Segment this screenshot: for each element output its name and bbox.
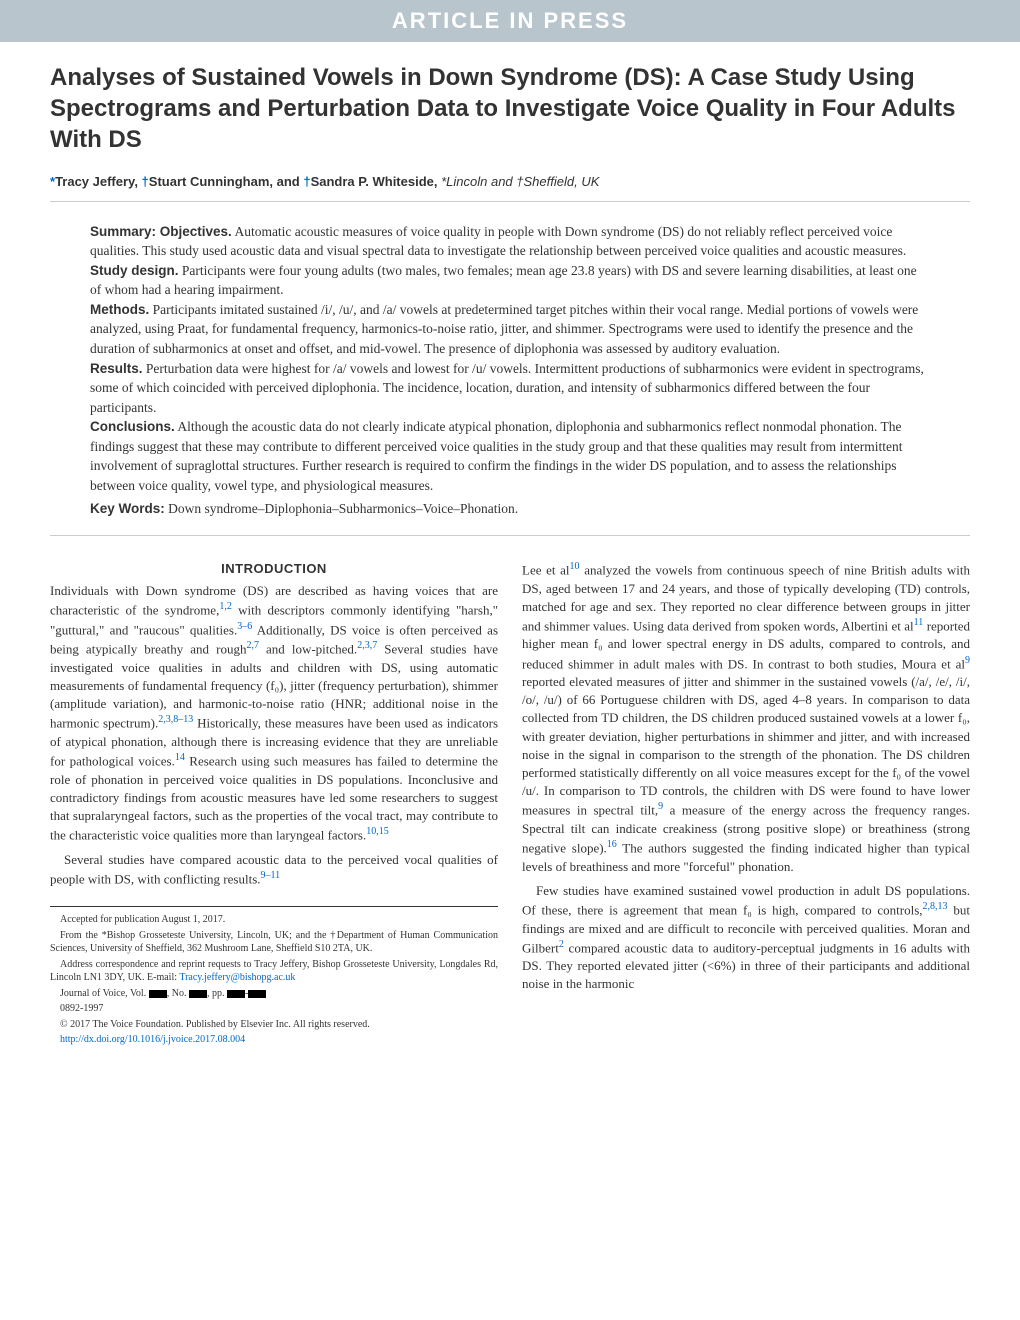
abstract-methods: Methods. Participants imitated sustained… xyxy=(90,300,930,359)
article-title: Analyses of Sustained Vowels in Down Syn… xyxy=(50,62,970,156)
pp2-placeholder-icon xyxy=(248,990,266,998)
results-label: Results. xyxy=(90,361,143,376)
author-marker-3: † xyxy=(303,174,310,189)
doi-link[interactable]: http://dx.doi.org/10.1016/j.jvoice.2017.… xyxy=(60,1034,245,1045)
p3a: Lee et al xyxy=(522,562,570,577)
summary-label: Summary: Objectives. xyxy=(90,224,232,239)
ref-1[interactable]: 1,2 xyxy=(219,601,232,612)
methods-label: Methods. xyxy=(90,302,149,317)
author-name-1: Tracy Jeffery, xyxy=(55,174,141,189)
pp-placeholder-icon xyxy=(227,990,245,998)
footnote-address: Address correspondence and reprint reque… xyxy=(50,958,498,985)
footnote-issn: 0892-1997 xyxy=(50,1002,498,1016)
intro-para-2: Several studies have compared acoustic d… xyxy=(50,851,498,889)
keywords-text: Down syndrome–Diplophonia–Subharmonics–V… xyxy=(165,501,518,516)
ref-6[interactable]: 14 xyxy=(175,752,185,763)
abstract-results: Results. Perturbation data were highest … xyxy=(90,359,930,418)
author-name-3: Sandra P. Whiteside, xyxy=(311,174,442,189)
p3b: analyzed the vowels from continuous spee… xyxy=(522,562,970,633)
design-text: Participants were four young adults (two… xyxy=(90,263,917,298)
intro-para-1: Individuals with Down syndrome (DS) are … xyxy=(50,582,498,845)
journal-pp: , pp. xyxy=(207,988,227,999)
right-column: Lee et al10 analyzed the vowels from con… xyxy=(522,560,970,1049)
conclusions-label: Conclusions. xyxy=(90,419,175,434)
author-name-2: Stuart Cunningham, and xyxy=(149,174,304,189)
abstract-conclusions: Conclusions. Although the acoustic data … xyxy=(90,417,930,495)
footnote-copyright: © 2017 The Voice Foundation. Published b… xyxy=(50,1018,498,1032)
body-columns: INTRODUCTION Individuals with Down syndr… xyxy=(50,560,970,1049)
design-label: Study design. xyxy=(90,263,179,278)
ref-14[interactable]: 2,8,13 xyxy=(923,901,948,912)
ref-7[interactable]: 10,15 xyxy=(366,826,389,837)
intro-heading: INTRODUCTION xyxy=(50,560,498,578)
p3d: reported elevated measures of jitter and… xyxy=(522,674,970,818)
email-link[interactable]: Tracy.jeffery@bishopg.ac.uk xyxy=(179,972,295,983)
p1d: and low-pitched. xyxy=(259,642,357,657)
results-text: Perturbation data were highest for /a/ v… xyxy=(90,361,924,415)
footnote-from: From the *Bishop Grosseteste University,… xyxy=(50,929,498,956)
abstract-summary: Summary: Objectives. Automatic acoustic … xyxy=(90,222,930,261)
p4c: compared acoustic data to auditory-perce… xyxy=(522,940,970,991)
conclusions-text: Although the acoustic data do not clearl… xyxy=(90,419,903,493)
ref-2[interactable]: 3–6 xyxy=(237,621,252,632)
keywords-label: Key Words: xyxy=(90,501,165,516)
footnote-accepted: Accepted for publication August 1, 2017. xyxy=(50,913,498,927)
authors-line: *Tracy Jeffery, †Stuart Cunningham, and … xyxy=(50,174,970,202)
affiliations: *Lincoln and †Sheffield, UK xyxy=(441,174,599,189)
journal-no: , No. xyxy=(167,988,189,999)
abstract-design: Study design. Participants were four you… xyxy=(90,261,930,300)
ref-11[interactable]: 9 xyxy=(965,655,970,666)
journal-label: Journal of Voice, Vol. xyxy=(60,988,149,999)
abstract-block: Summary: Objectives. Automatic acoustic … xyxy=(50,222,970,536)
p4a: Few studies have examined sustained vowe… xyxy=(522,883,970,918)
left-column: INTRODUCTION Individuals with Down syndr… xyxy=(50,560,498,1049)
ref-5[interactable]: 2,3,8–13 xyxy=(158,714,193,725)
methods-text: Participants imitated sustained /i/, /u/… xyxy=(90,302,918,356)
right-para-1: Lee et al10 analyzed the vowels from con… xyxy=(522,560,970,876)
ref-4[interactable]: 2,3,7 xyxy=(357,640,377,651)
vol-placeholder-icon xyxy=(149,990,167,998)
author-marker-2: † xyxy=(142,174,149,189)
ref-3[interactable]: 2,7 xyxy=(246,640,259,651)
no-placeholder-icon xyxy=(189,990,207,998)
abstract-keywords: Key Words: Down syndrome–Diplophonia–Sub… xyxy=(90,499,930,519)
footnote-doi: http://dx.doi.org/10.1016/j.jvoice.2017.… xyxy=(50,1033,498,1047)
ref-8[interactable]: 9–11 xyxy=(261,870,281,881)
ref-10[interactable]: 11 xyxy=(914,617,924,628)
footnote-journal: Journal of Voice, Vol. , No. , pp. - xyxy=(50,987,498,1001)
article-content: Analyses of Sustained Vowels in Down Syn… xyxy=(0,42,1020,1069)
footnotes: Accepted for publication August 1, 2017.… xyxy=(50,906,498,1047)
ref-13[interactable]: 16 xyxy=(607,839,617,850)
article-in-press-banner: ARTICLE IN PRESS xyxy=(0,0,1020,42)
ref-9[interactable]: 10 xyxy=(570,561,580,572)
right-para-2: Few studies have examined sustained vowe… xyxy=(522,882,970,994)
